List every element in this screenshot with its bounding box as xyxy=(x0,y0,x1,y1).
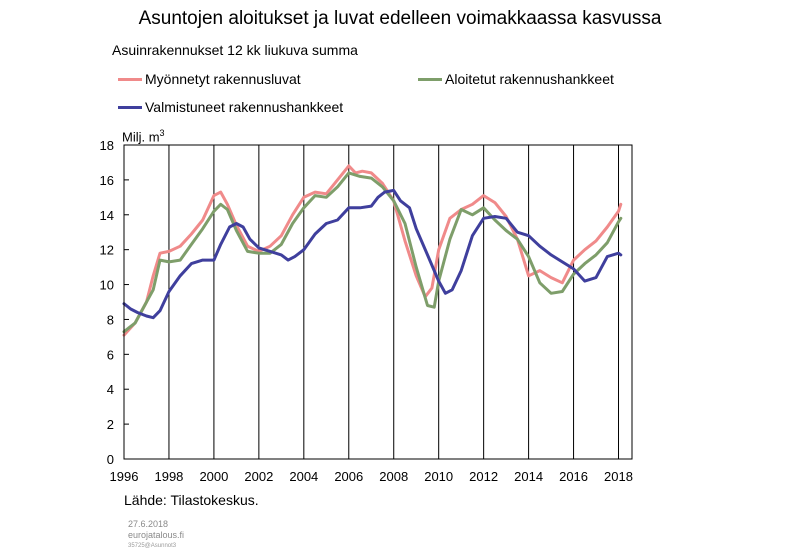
x-tick-label-2016: 2016 xyxy=(559,469,588,484)
legend-item-starts: Aloitetut rakennushankkeet xyxy=(418,71,614,87)
y-tick-label-8: 8 xyxy=(107,312,114,327)
x-tick-label-2012: 2012 xyxy=(469,469,498,484)
y-axis-unit-sup: 3 xyxy=(159,128,165,138)
x-tick-label-2004: 2004 xyxy=(289,469,318,484)
y-tick-label-6: 6 xyxy=(107,347,114,362)
x-tick-label-2002: 2002 xyxy=(244,469,273,484)
y-tick-label-18: 18 xyxy=(100,138,114,153)
footer-code: 35725@Asunnot3 xyxy=(128,543,177,549)
x-tick-label-2014: 2014 xyxy=(514,469,543,484)
y-axis-unit-text: Milj. m xyxy=(122,129,160,145)
x-tick-label-2000: 2000 xyxy=(199,469,228,484)
x-tick-label-2008: 2008 xyxy=(379,469,408,484)
legend-swatch-completions xyxy=(118,105,142,109)
legend-item-completions: Valmistuneet rakennushankkeet xyxy=(118,99,343,115)
legend-label-permits: Myönnetyt rakennusluvat xyxy=(145,71,301,87)
y-tick-label-0: 0 xyxy=(107,452,114,467)
source-note: Lähde: Tilastokeskus. xyxy=(124,492,259,508)
plot-frame xyxy=(123,144,633,460)
legend-label-completions: Valmistuneet rakennushankkeet xyxy=(145,99,344,115)
completions-line xyxy=(122,188,623,320)
x-tick-label-2010: 2010 xyxy=(424,469,453,484)
x-tick-label-2006: 2006 xyxy=(334,469,363,484)
x-tick-label-1996: 1996 xyxy=(110,469,139,484)
series-lines xyxy=(122,164,623,337)
y-tick-label-12: 12 xyxy=(100,243,114,258)
y-tick-label-2: 2 xyxy=(107,417,114,432)
starts-line xyxy=(122,171,623,334)
y-tick-label-10: 10 xyxy=(100,278,114,293)
permits-line xyxy=(122,164,623,337)
legend-label-starts: Aloitetut rakennushankkeet xyxy=(445,71,614,87)
axes xyxy=(123,144,633,460)
footer-site: eurojatalous.fi xyxy=(128,530,185,540)
x-tick-label-2018: 2018 xyxy=(604,469,633,484)
chart-subtitle: Asuinrakennukset 12 kk liukuva summa xyxy=(112,42,358,58)
legend-item-permits: Myönnetyt rakennusluvat xyxy=(118,71,301,87)
grid-lines xyxy=(123,145,620,459)
footer-date: 27.6.2018 xyxy=(128,519,169,529)
tick-labels: 0 2 4 6 8 10 12 14 16 18 1996 1998 2000 2002 2004 2006 2… xyxy=(100,138,633,484)
x-tick-label-1998: 1998 xyxy=(154,469,183,484)
y-tick-label-16: 16 xyxy=(100,173,114,188)
y-tick-label-14: 14 xyxy=(100,208,114,223)
legend-swatch-starts xyxy=(418,77,442,81)
y-axis-unit: Milj. m3 xyxy=(122,128,165,144)
legend-swatch-permits xyxy=(118,77,142,81)
y-tick-label-4: 4 xyxy=(107,382,114,397)
chart-title: Asuntojen aloitukset ja luvat edelleen v… xyxy=(138,8,662,29)
